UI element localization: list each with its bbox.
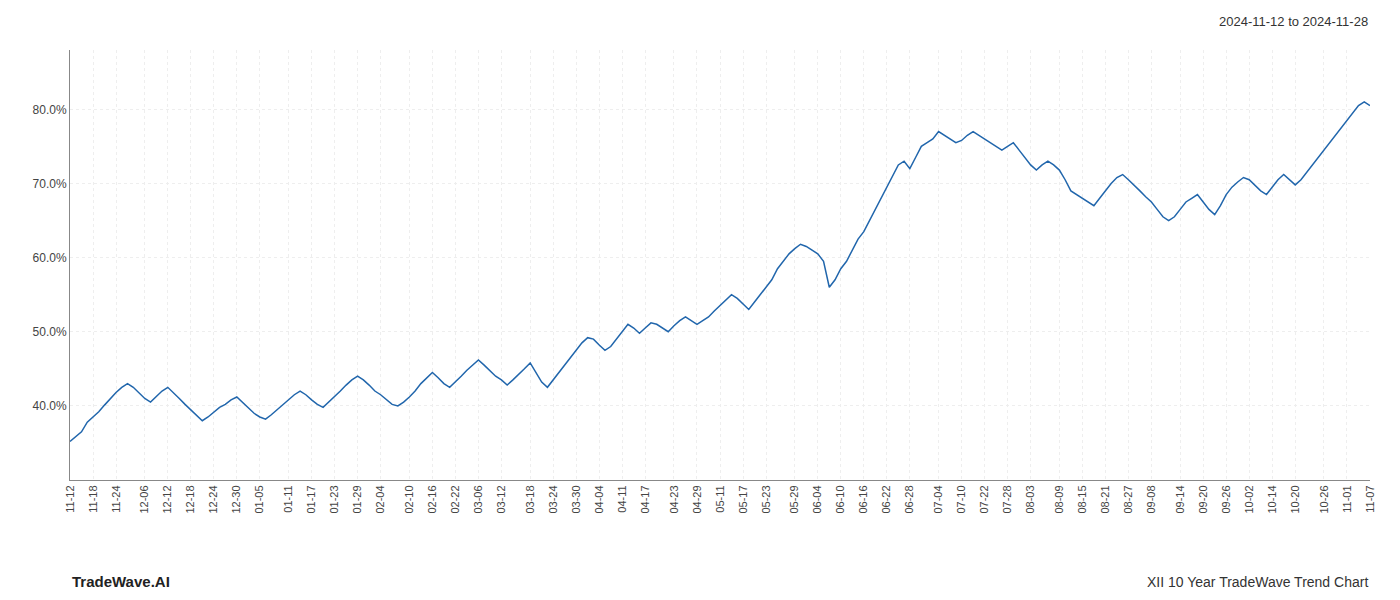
svg-text:08-27: 08-27 bbox=[1122, 485, 1134, 513]
svg-text:60.0%: 60.0% bbox=[33, 251, 67, 265]
svg-text:09-26: 09-26 bbox=[1220, 485, 1232, 513]
svg-text:02-16: 02-16 bbox=[426, 485, 438, 513]
svg-text:02-04: 02-04 bbox=[374, 485, 386, 513]
svg-text:11-18: 11-18 bbox=[87, 485, 99, 512]
svg-text:05-11: 05-11 bbox=[714, 485, 726, 512]
svg-text:01-05: 01-05 bbox=[253, 485, 265, 513]
svg-text:08-15: 08-15 bbox=[1076, 485, 1088, 513]
svg-text:03-06: 03-06 bbox=[472, 485, 484, 513]
svg-text:08-03: 08-03 bbox=[1024, 485, 1036, 513]
svg-text:80.0%: 80.0% bbox=[33, 103, 67, 117]
svg-text:03-30: 03-30 bbox=[570, 485, 582, 513]
svg-text:06-04: 06-04 bbox=[811, 485, 823, 513]
svg-text:04-29: 04-29 bbox=[691, 485, 703, 513]
svg-text:06-22: 06-22 bbox=[880, 485, 892, 513]
svg-text:06-28: 06-28 bbox=[903, 485, 915, 513]
svg-text:12-06: 12-06 bbox=[138, 485, 150, 513]
svg-text:04-11: 04-11 bbox=[616, 485, 628, 512]
svg-text:01-11: 01-11 bbox=[282, 485, 294, 512]
svg-text:12-12: 12-12 bbox=[161, 485, 173, 513]
svg-text:2024-11-12 to 2024-11-28: 2024-11-12 to 2024-11-28 bbox=[1219, 14, 1368, 29]
svg-text:02-10: 02-10 bbox=[403, 485, 415, 513]
svg-text:07-10: 07-10 bbox=[955, 485, 967, 513]
svg-text:03-12: 03-12 bbox=[495, 485, 507, 513]
svg-text:06-10: 06-10 bbox=[834, 485, 846, 513]
svg-text:11-12: 11-12 bbox=[64, 485, 76, 512]
svg-text:12-18: 12-18 bbox=[184, 485, 196, 513]
svg-text:03-24: 03-24 bbox=[547, 485, 559, 513]
svg-text:10-20: 10-20 bbox=[1289, 485, 1301, 513]
svg-text:12-24: 12-24 bbox=[207, 485, 219, 513]
svg-text:12-30: 12-30 bbox=[230, 485, 242, 513]
svg-text:XII 10 Year TradeWave Trend Ch: XII 10 Year TradeWave Trend Chart bbox=[1147, 574, 1368, 590]
svg-text:07-28: 07-28 bbox=[1001, 485, 1013, 513]
svg-text:06-16: 06-16 bbox=[857, 485, 869, 513]
svg-text:TradeWave.AI: TradeWave.AI bbox=[72, 573, 170, 590]
svg-text:11-01: 11-01 bbox=[1341, 485, 1353, 512]
svg-text:01-23: 01-23 bbox=[328, 485, 340, 513]
svg-text:11-24: 11-24 bbox=[110, 485, 122, 512]
svg-text:40.0%: 40.0% bbox=[33, 399, 67, 413]
svg-text:04-23: 04-23 bbox=[668, 485, 680, 513]
svg-text:05-23: 05-23 bbox=[760, 485, 772, 513]
svg-text:04-17: 04-17 bbox=[639, 485, 651, 513]
svg-text:10-14: 10-14 bbox=[1266, 485, 1278, 513]
svg-text:05-29: 05-29 bbox=[788, 485, 800, 513]
svg-text:10-26: 10-26 bbox=[1318, 485, 1330, 513]
svg-text:10-02: 10-02 bbox=[1243, 485, 1255, 513]
svg-text:08-21: 08-21 bbox=[1099, 485, 1111, 513]
svg-text:03-18: 03-18 bbox=[524, 485, 536, 513]
svg-text:04-04: 04-04 bbox=[593, 485, 605, 513]
svg-text:02-22: 02-22 bbox=[449, 485, 461, 513]
svg-text:50.0%: 50.0% bbox=[33, 325, 67, 339]
svg-text:11-07: 11-07 bbox=[1364, 485, 1376, 512]
svg-text:01-17: 01-17 bbox=[305, 485, 317, 513]
svg-text:05-17: 05-17 bbox=[737, 485, 749, 513]
svg-text:07-22: 07-22 bbox=[978, 485, 990, 513]
svg-text:09-20: 09-20 bbox=[1197, 485, 1209, 513]
svg-text:09-14: 09-14 bbox=[1174, 485, 1186, 513]
svg-text:08-09: 08-09 bbox=[1053, 485, 1065, 513]
svg-text:70.0%: 70.0% bbox=[33, 177, 67, 191]
svg-text:07-04: 07-04 bbox=[932, 485, 944, 513]
svg-text:09-08: 09-08 bbox=[1145, 485, 1157, 513]
svg-text:01-29: 01-29 bbox=[351, 485, 363, 513]
